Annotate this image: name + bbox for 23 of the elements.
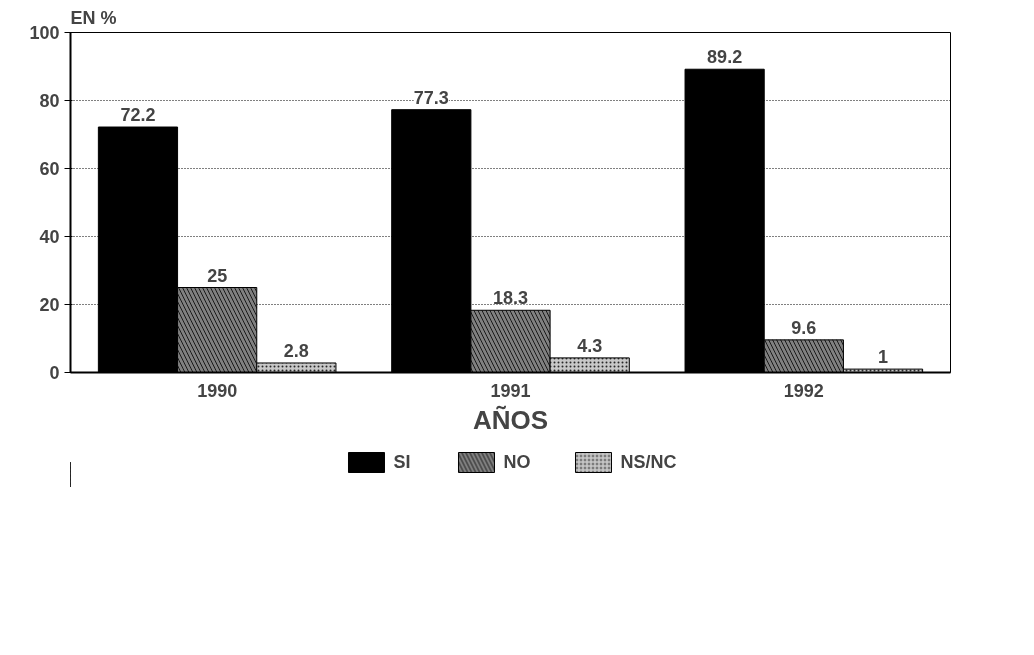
data-label: 4.3 (577, 335, 603, 356)
y-axis-title: EN % (70, 7, 117, 28)
y-tick-label: 20 (39, 295, 60, 315)
y-tick-label: 40 (39, 227, 60, 247)
data-label: 2.8 (283, 340, 309, 361)
data-label: 9.6 (791, 317, 817, 338)
legend-label: SI (393, 451, 412, 473)
data-label: 1 (878, 347, 889, 368)
data-label: 72.2 (120, 105, 156, 126)
legend-label: NS/NC (620, 451, 677, 473)
x-axis-title: AÑOS (472, 404, 549, 435)
data-label: 77.3 (413, 87, 449, 108)
data-label: 18.3 (492, 288, 529, 309)
data-label: 25 (207, 265, 228, 286)
legend-label: NO (503, 451, 531, 473)
y-tick-label: 100 (29, 23, 60, 43)
y-tick-label: 80 (39, 91, 60, 111)
data-label: 89.2 (707, 47, 743, 68)
x-tick-label: 1990 (197, 380, 238, 401)
y-tick-label: 60 (39, 159, 60, 179)
y-tick-label: 0 (49, 363, 60, 383)
x-tick-label: 1992 (783, 380, 824, 401)
x-tick-label: 1991 (490, 380, 531, 401)
